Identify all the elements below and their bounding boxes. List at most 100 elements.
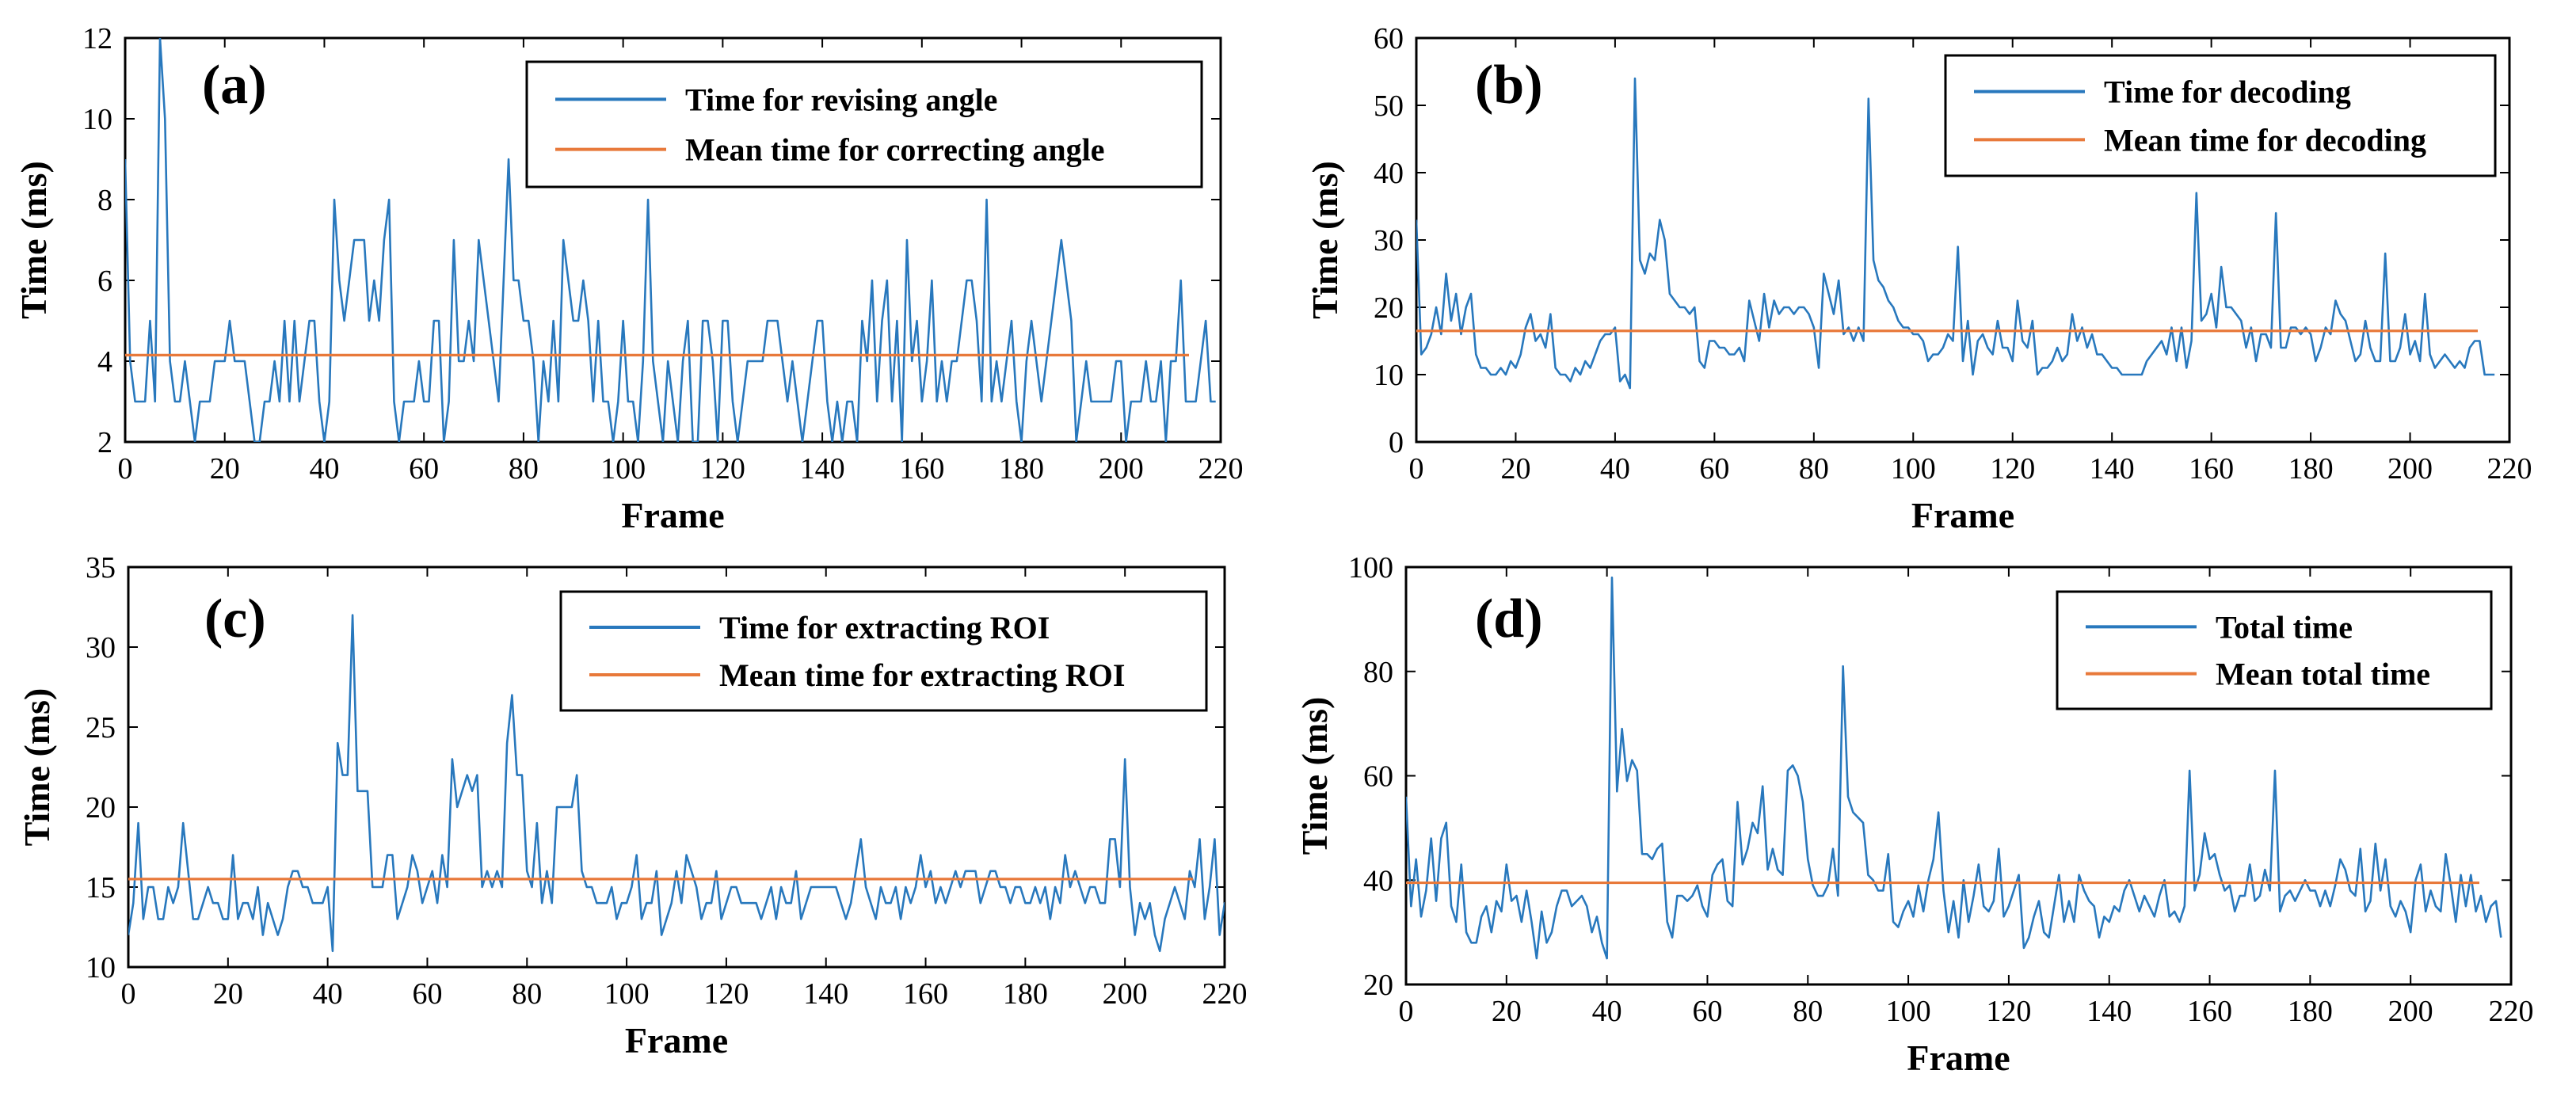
x-tick-label: 60: [409, 452, 439, 486]
legend: Time for decoding Mean time for decoding: [1944, 54, 2497, 177]
x-tick-label: 160: [2189, 452, 2234, 486]
legend-entry: Time for revising angle: [685, 82, 997, 117]
y-tick-label: 0: [1389, 426, 1404, 459]
y-tick-label: 4: [97, 345, 112, 379]
legend: Total time Mean total time: [2056, 590, 2493, 710]
y-tick-label: 20: [1374, 291, 1404, 325]
y-tick-label: 2: [97, 426, 112, 459]
y-tick-label: 100: [1348, 551, 1393, 585]
legend-entry: Mean time for correcting angle: [685, 132, 1104, 168]
x-tick-label: 200: [1103, 977, 1148, 1011]
y-axis-label: Time (ms): [17, 688, 57, 847]
y-tick-label: 10: [86, 951, 116, 984]
x-tick-label: 160: [2187, 995, 2232, 1028]
x-tick-label: 220: [2487, 452, 2532, 486]
panel-b: 0 20 40 60 80 100 120 140 160 180 200 220 0 10 20 30 40 5…: [1305, 22, 2532, 535]
y-tick-label: 30: [1374, 224, 1404, 257]
series-line-data: [125, 38, 1216, 442]
legend-box: [2056, 590, 2493, 710]
y-tick-label: 15: [86, 871, 116, 904]
x-tick-label: 20: [1500, 452, 1530, 486]
x-axis-label: Frame: [1911, 495, 2014, 535]
x-tick-label: 180: [999, 452, 1044, 486]
x-tick-label: 80: [1799, 452, 1829, 486]
y-tick-label: 8: [97, 184, 112, 217]
x-tick-label: 140: [2086, 995, 2132, 1028]
x-tick-label: 120: [1990, 452, 2035, 486]
x-tick-label: 120: [703, 977, 749, 1011]
legend-entry: Mean time for extracting ROI: [719, 657, 1125, 693]
x-tick-label: 120: [1986, 995, 2031, 1028]
x-tick-label: 120: [700, 452, 745, 486]
y-tick-label: 50: [1374, 89, 1404, 123]
y-tick-label: 40: [1363, 864, 1393, 897]
x-tick-label: 180: [2288, 452, 2334, 486]
legend-box: [525, 60, 1203, 189]
x-axis-label: Frame: [625, 1020, 728, 1061]
panel-c: 0 20 40 60 80 100 120 140 160 180 200 220 10 15 20 25 30…: [17, 551, 1248, 1061]
y-tick-label: 60: [1374, 22, 1404, 55]
y-axis-label: Time (ms): [1294, 697, 1335, 855]
y-tick-label: 35: [86, 551, 116, 585]
y-tick-label: 10: [1374, 359, 1404, 392]
x-tick-label: 140: [803, 977, 848, 1011]
panel-tag: (c): [204, 588, 266, 649]
x-tick-label: 100: [1891, 452, 1936, 486]
y-tick-label: 30: [86, 631, 116, 665]
x-tick-label: 80: [509, 452, 539, 486]
panel-tag: (a): [202, 55, 267, 116]
x-tick-label: 0: [121, 977, 136, 1011]
x-tick-label: 220: [1198, 452, 1244, 486]
x-axis-label: Frame: [621, 495, 724, 535]
x-tick-label: 200: [2388, 995, 2433, 1028]
x-tick-label: 40: [1592, 995, 1622, 1028]
y-tick-label: 60: [1363, 760, 1393, 794]
x-tick-label: 180: [1003, 977, 1048, 1011]
x-tick-label: 140: [2090, 452, 2135, 486]
x-tick-label: 40: [309, 452, 339, 486]
x-tick-label: 160: [899, 452, 944, 486]
legend-entry: Total time: [2216, 609, 2353, 645]
x-tick-label: 0: [1409, 452, 1424, 486]
y-tick-label: 20: [1363, 969, 1393, 1002]
y-tick-label: 40: [1374, 157, 1404, 190]
x-tick-label: 100: [604, 977, 650, 1011]
x-tick-label: 40: [313, 977, 343, 1011]
x-tick-label: 200: [2387, 452, 2433, 486]
x-tick-label: 100: [600, 452, 646, 486]
x-tick-label: 80: [1793, 995, 1823, 1028]
series-line-data: [1416, 77, 2495, 390]
y-tick-label: 25: [86, 711, 116, 745]
x-tick-label: 0: [118, 452, 133, 486]
legend-entry: Time for decoding: [2104, 74, 2351, 110]
panel-a: 0 20 40 60 80 100 120 140 160 180 200 220 2 4 6 8 10 12 Fr…: [13, 22, 1244, 535]
plot-frame: [124, 36, 1222, 444]
x-tick-label: 60: [412, 977, 442, 1011]
legend: Time for extracting ROI Mean time for ext…: [559, 590, 1208, 712]
y-tick-label: 12: [82, 22, 112, 55]
x-tick-label: 160: [903, 977, 948, 1011]
series-line-data: [1406, 576, 2502, 960]
y-axis-label: Time (ms): [13, 161, 54, 319]
x-tick-label: 180: [2288, 995, 2333, 1028]
x-tick-label: 60: [1699, 452, 1729, 486]
y-tick-label: 6: [97, 265, 112, 298]
x-tick-label: 80: [512, 977, 542, 1011]
y-axis-label: Time (ms): [1305, 161, 1345, 319]
x-tick-label: 40: [1600, 452, 1630, 486]
panel-tag: (b): [1475, 55, 1543, 116]
x-tick-label: 140: [800, 452, 845, 486]
legend-entry: Mean time for decoding: [2104, 122, 2426, 158]
legend-entry: Time for extracting ROI: [719, 610, 1050, 645]
plot-frame: [127, 566, 1226, 969]
x-tick-label: 20: [213, 977, 243, 1011]
x-tick-label: 20: [210, 452, 240, 486]
x-tick-label: 20: [1492, 995, 1522, 1028]
legend-box: [559, 590, 1208, 712]
panel-tag: (d): [1475, 588, 1543, 649]
legend-box: [1944, 54, 2497, 177]
x-tick-label: 220: [2489, 995, 2534, 1028]
y-tick-label: 20: [86, 791, 116, 824]
x-axis-label: Frame: [1907, 1038, 2010, 1078]
